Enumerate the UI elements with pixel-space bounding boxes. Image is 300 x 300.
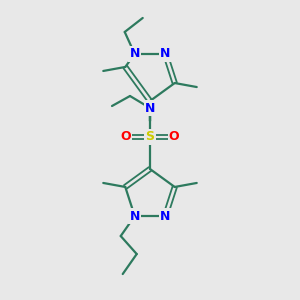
Text: N: N: [130, 47, 140, 61]
Text: O: O: [121, 130, 131, 143]
Text: N: N: [160, 209, 170, 223]
Text: S: S: [146, 130, 154, 143]
Text: N: N: [130, 209, 140, 223]
Text: N: N: [145, 101, 155, 115]
Text: N: N: [160, 47, 170, 61]
Text: O: O: [169, 130, 179, 143]
